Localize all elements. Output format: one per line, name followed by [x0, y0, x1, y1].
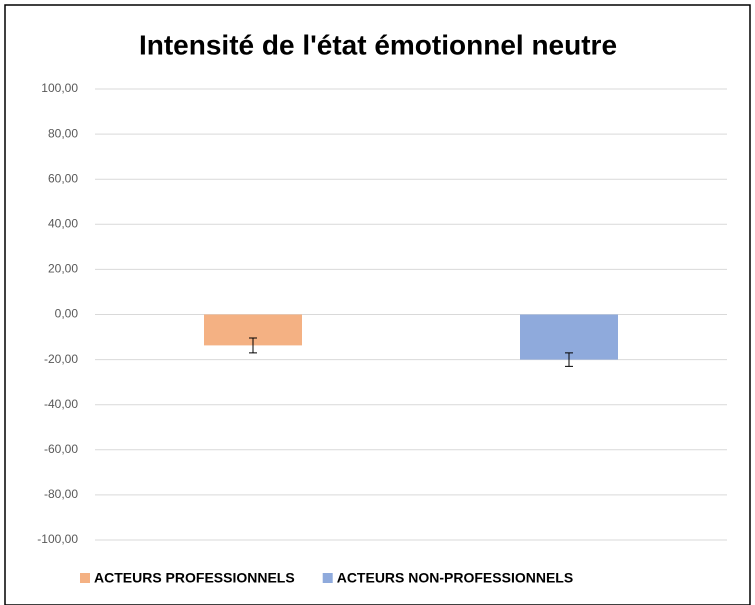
y-tick-label: 40,00	[48, 216, 78, 230]
error-bar	[249, 337, 257, 354]
chart-frame	[4, 4, 751, 605]
y-tick-label: -80,00	[44, 487, 78, 501]
y-tick-label: -100,00	[37, 532, 78, 546]
chart-title: Intensité de l'état émotionnel neutre	[139, 29, 617, 60]
y-tick-label: 20,00	[48, 262, 78, 276]
legend-label: ACTEURS PROFESSIONNELS	[94, 570, 295, 586]
y-tick-label: 100,00	[41, 81, 78, 95]
y-tick-label: -60,00	[44, 442, 78, 456]
y-tick-label: -20,00	[44, 352, 78, 366]
legend-label: ACTEURS NON-PROFESSIONNELS	[337, 570, 573, 586]
error-bar	[565, 352, 573, 367]
legend-swatch	[80, 573, 90, 583]
y-tick-label: -40,00	[44, 397, 78, 411]
y-tick-label: 60,00	[48, 171, 78, 185]
legend-swatch	[322, 573, 333, 583]
y-tick-label: 80,00	[48, 126, 78, 140]
bar	[520, 314, 618, 360]
y-tick-label: 0,00	[55, 307, 79, 321]
